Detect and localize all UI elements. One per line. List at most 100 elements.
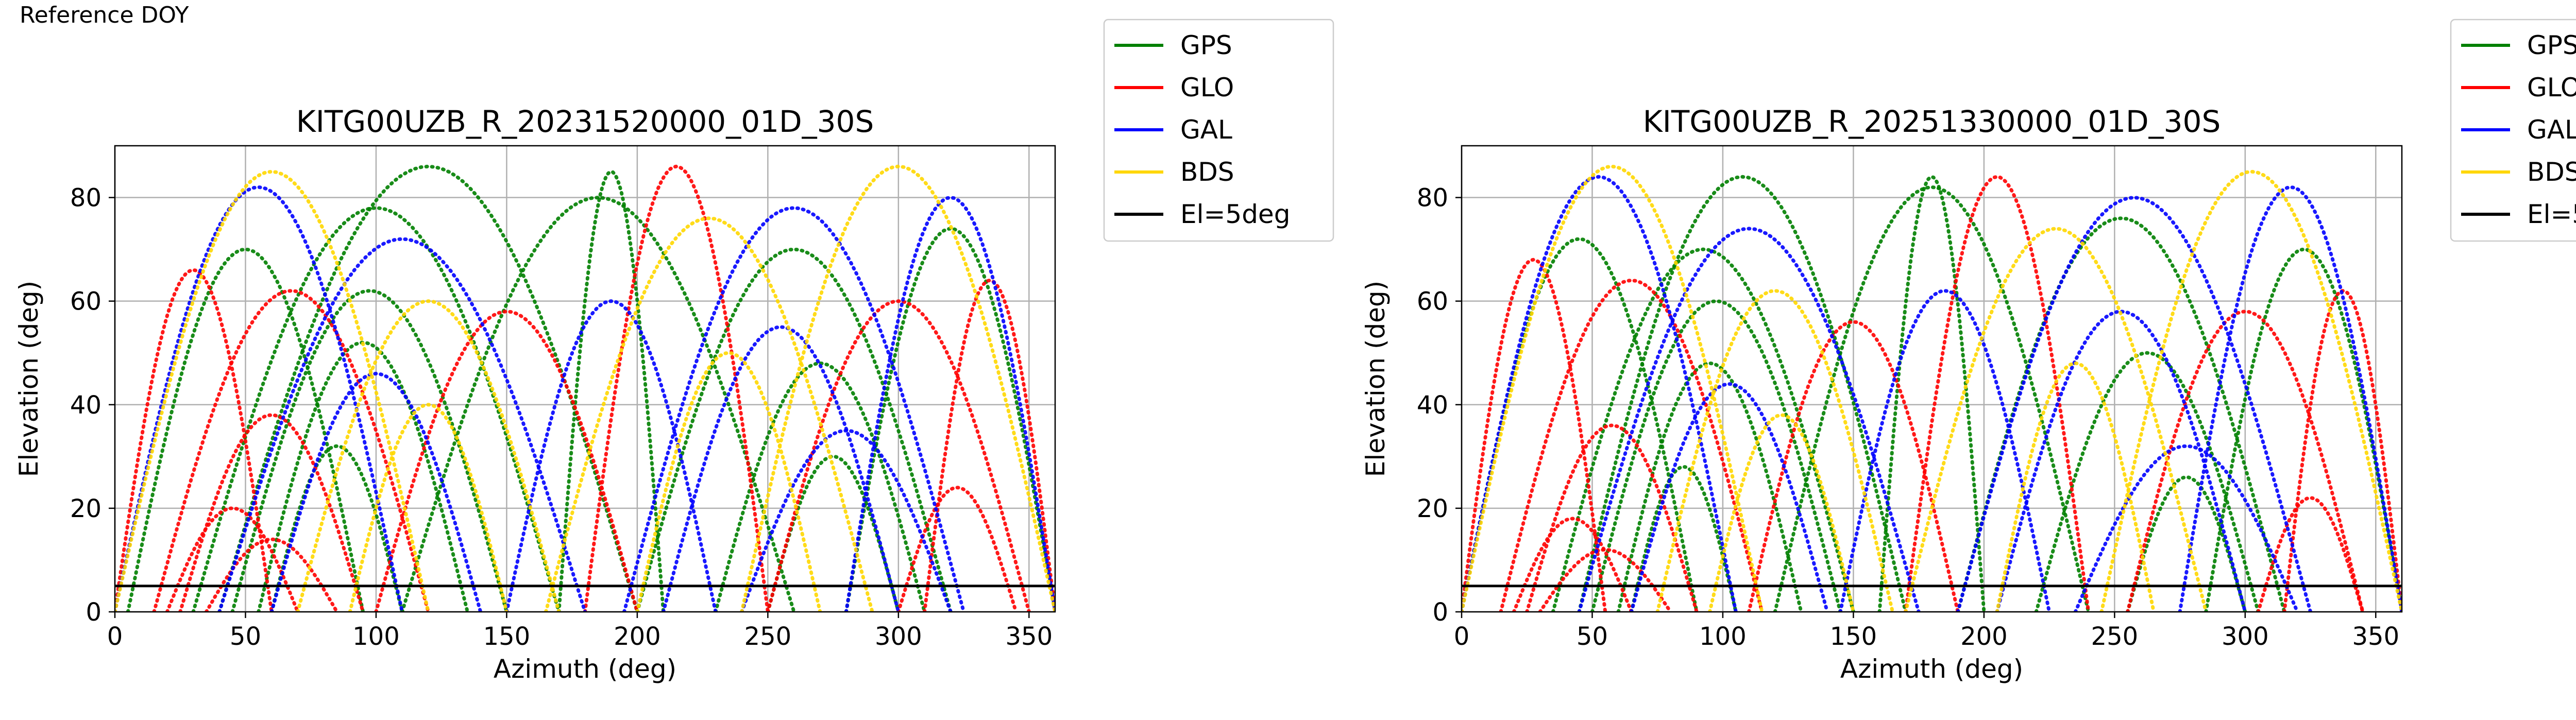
satellite-track-bds [635,351,822,612]
satellite-track-gps [1877,175,1986,612]
x-tick-label: 100 [1699,622,1747,651]
legend-box [2450,19,2576,242]
satellite-track-glo [1462,258,1607,612]
satellite-track-gps [1577,175,1908,612]
satellite-track-bds [740,164,1055,612]
x-tick-label: 50 [1577,622,1608,651]
satellite-track-glo [152,289,430,612]
plot-frame [114,145,1056,613]
satellite-track-gps [400,196,796,612]
satellite-track-gal [217,237,587,612]
satellite-track-bds [1708,413,1855,612]
x-tick-label: 300 [2222,622,2269,651]
x-tick-label: 350 [2352,622,2399,651]
satellite-track-glo [204,537,339,612]
x-tick-label: 200 [614,622,661,651]
data-layer [115,164,1055,612]
satellite-track-glo [165,506,300,612]
legend-label: GPS [1180,30,1232,60]
series-gps [1462,175,2402,612]
satellite-track-gps [1462,237,1699,612]
legend-label: El=5deg [2527,199,2576,229]
satellite-track-gps [557,169,666,612]
satellite-track-gps [1551,247,1855,612]
satellite-track-gal [844,196,1055,612]
satellite-track-gps [1590,299,1842,612]
satellite-track-gps [126,247,365,612]
satellite-track-glo [1499,278,1764,612]
y-tick-label: 80 [1417,184,1448,213]
satellite-track-glo [1904,175,2091,612]
satellite-track-glo [2256,496,2365,612]
legend-label: GPS [2527,30,2576,60]
x-tick-label: 100 [352,622,400,651]
x-tick-label: 200 [1960,622,2008,651]
satellite-track-gal [662,325,901,612]
x-axis-label: Azimuth (deg) [494,654,676,684]
legend-label: GAL [2527,115,2576,145]
y-tick-label: 0 [86,598,101,627]
satellite-track-bds [296,299,561,612]
satellite-track-glo [1538,547,1673,612]
plot-background [115,146,1055,612]
satellite-track-gps [1616,361,1803,612]
y-tick-label: 80 [70,184,101,213]
y-tick-label: 40 [1417,391,1448,420]
satellite-track-gps [2126,475,2247,612]
satellite-track-gal [2178,185,2402,612]
series-glo [115,164,1055,612]
satellite-track-gps [635,247,953,612]
satellite-track-gal [1956,196,2313,612]
plot-background [1462,146,2402,612]
y-tick-label: 20 [1417,494,1448,523]
y-tick-label: 40 [70,391,101,420]
satellite-track-gps [2034,351,2260,612]
x-tick-label: 150 [483,622,531,651]
x-tick-label: 350 [1005,622,1053,651]
series-gal [1462,175,2402,612]
series-bds [115,164,1055,612]
x-tick-label: 300 [875,622,922,651]
satellite-track-gps [230,289,509,612]
satellite-track-glo [923,278,1055,612]
satellite-track-glo [2126,310,2365,612]
legend-label: BDS [1180,157,1234,187]
satellite-track-bds [544,216,874,612]
satellite-track-gps [1773,185,2091,612]
legend-label: GLO [2527,73,2576,102]
satellite-track-glo [1512,517,1633,612]
satellite-track-bds [2099,169,2402,612]
x-tick-label: 250 [744,622,792,651]
chart-title: KITG00UZB_R_20231520000_01D_30S [296,104,874,139]
x-tick-label: 150 [1830,622,1877,651]
satellite-track-glo [583,164,770,612]
chart-panel-left: 0 50 100 150 200 250 300 350 0 20 40 60 80 KITG00UZB_… [14,19,1334,684]
satellite-track-glo [374,310,639,612]
series-bds [1462,164,2402,612]
satellite-track-gps [217,164,639,612]
plot-frame [1461,145,2403,613]
y-tick-label: 60 [1417,287,1448,316]
satellite-track-bds [348,403,509,612]
satellite-track-gal [504,299,718,612]
satellite-track-gps [1630,465,1738,612]
legend-label: BDS [2527,157,2576,187]
x-tick-label: 0 [107,622,123,651]
x-tick-label: 250 [2091,622,2139,651]
y-axis-label: Elevation (deg) [1361,281,1391,477]
x-tick-label: 0 [1454,622,1470,651]
y-axis-label: Elevation (deg) [14,281,44,477]
satellite-track-bds [1655,289,1894,612]
data-layer [1462,164,2402,612]
satellite-track-bds [1904,227,2208,612]
chart-title: KITG00UZB_R_20251330000_01D_30S [1643,104,2221,139]
satellite-track-glo [896,486,1018,612]
x-tick-label: 50 [230,622,261,651]
y-tick-label: 0 [1432,598,1448,627]
satellite-track-gal [1462,175,1738,612]
satellite-track-gal [1577,227,1921,612]
series-gal [115,185,1055,612]
legend-box [1103,19,1334,242]
satellite-track-gal [2073,444,2299,612]
